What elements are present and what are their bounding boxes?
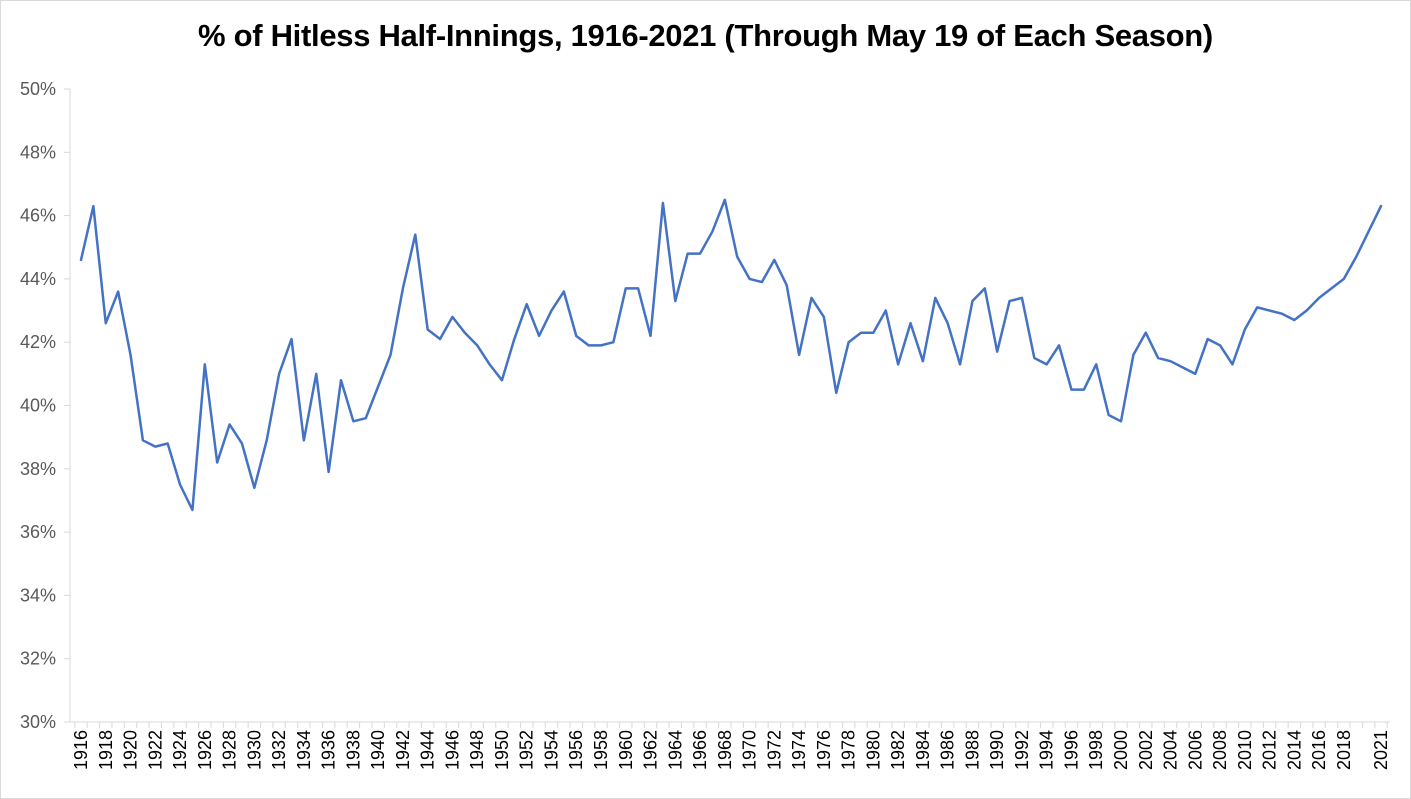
x-tick-label: 1972 — [764, 730, 784, 770]
y-tick-label: 50% — [20, 79, 56, 99]
x-tick-label: 2016 — [1309, 730, 1329, 770]
y-tick-label: 30% — [20, 712, 56, 732]
x-tick-label: 1948 — [467, 730, 487, 770]
x-tick-label: 1928 — [220, 730, 240, 770]
y-tick-label: 40% — [20, 396, 56, 416]
x-tick-label: 1994 — [1037, 730, 1057, 770]
chart-title: % of Hitless Half-Innings, 1916-2021 (Th… — [198, 18, 1213, 53]
y-tick-label: 38% — [20, 459, 56, 479]
x-tick-label: 1964 — [665, 730, 685, 770]
x-tick-label: 1944 — [418, 730, 438, 770]
y-axis: 30% 32% 34% 36% 38% 40% 42% 44% 46% 48% 50% — [20, 79, 71, 732]
x-tick-label: 1952 — [517, 730, 537, 770]
x-tick-label: 1918 — [96, 730, 116, 770]
x-tick-label: 1938 — [343, 730, 363, 770]
x-axis: 1916 1918 1920 1922 1924 1926 1928 1930 1932 1934… — [70, 721, 1391, 770]
x-tick-label: 1934 — [294, 730, 314, 770]
x-tick-label: 1936 — [319, 730, 339, 770]
x-tick-label: 1942 — [393, 730, 413, 770]
y-tick-label: 34% — [20, 585, 56, 605]
y-tick-label: 46% — [20, 206, 56, 226]
x-tick-label: 1926 — [195, 730, 215, 770]
x-tick-label: 1950 — [492, 730, 512, 770]
x-tick-label: 1954 — [541, 730, 561, 770]
x-tick-label: 1978 — [839, 730, 859, 770]
x-tick-label: 2021 — [1371, 730, 1391, 770]
x-tick-label: 2000 — [1111, 730, 1131, 770]
x-tick-label: 1940 — [368, 730, 388, 770]
x-tick-label: 1984 — [913, 730, 933, 770]
x-tick-label: 1980 — [863, 730, 883, 770]
x-tick-label: 1976 — [814, 730, 834, 770]
x-tick-label: 1970 — [740, 730, 760, 770]
x-tick-label: 1956 — [566, 730, 586, 770]
x-tick-label: 2012 — [1260, 730, 1280, 770]
series-line — [79, 198, 1383, 512]
x-tick-label: 1996 — [1061, 730, 1081, 770]
x-tick-label: 2006 — [1185, 730, 1205, 770]
x-tick-label: 1988 — [962, 730, 982, 770]
x-tick-label: 2014 — [1284, 730, 1304, 770]
x-tick-label: 1958 — [591, 730, 611, 770]
y-tick-label: 48% — [20, 142, 56, 162]
x-tick-label: 2010 — [1235, 730, 1255, 770]
x-tick-label: 1932 — [269, 730, 289, 770]
x-tick-label: 1968 — [715, 730, 735, 770]
x-tick-label: 1982 — [888, 730, 908, 770]
x-tick-label: 1924 — [170, 730, 190, 770]
plot-area — [79, 198, 1383, 512]
x-tick-label: 1990 — [987, 730, 1007, 770]
x-tick-label: 1960 — [616, 730, 636, 770]
y-tick-label: 42% — [20, 332, 56, 352]
x-tick-label: 2004 — [1161, 730, 1181, 770]
x-tick-label: 1992 — [1012, 730, 1032, 770]
x-tick-label: 1986 — [938, 730, 958, 770]
x-tick-label: 1998 — [1086, 730, 1106, 770]
x-tick-label: 1962 — [641, 730, 661, 770]
y-tick-label: 36% — [20, 522, 56, 542]
x-tick-label: 1916 — [71, 730, 91, 770]
x-tick-label: 1974 — [789, 730, 809, 770]
x-tick-label: 1966 — [690, 730, 710, 770]
y-tick-label: 44% — [20, 269, 56, 289]
x-tick-label: 2008 — [1210, 730, 1230, 770]
x-tick-label: 2002 — [1136, 730, 1156, 770]
x-tick-label: 1922 — [145, 730, 165, 770]
y-tick-label: 32% — [20, 649, 56, 669]
x-tick-label: 1946 — [442, 730, 462, 770]
x-tick-label: 1920 — [121, 730, 141, 770]
x-tick-label: 1930 — [244, 730, 264, 770]
x-tick-label: 2018 — [1334, 730, 1354, 770]
